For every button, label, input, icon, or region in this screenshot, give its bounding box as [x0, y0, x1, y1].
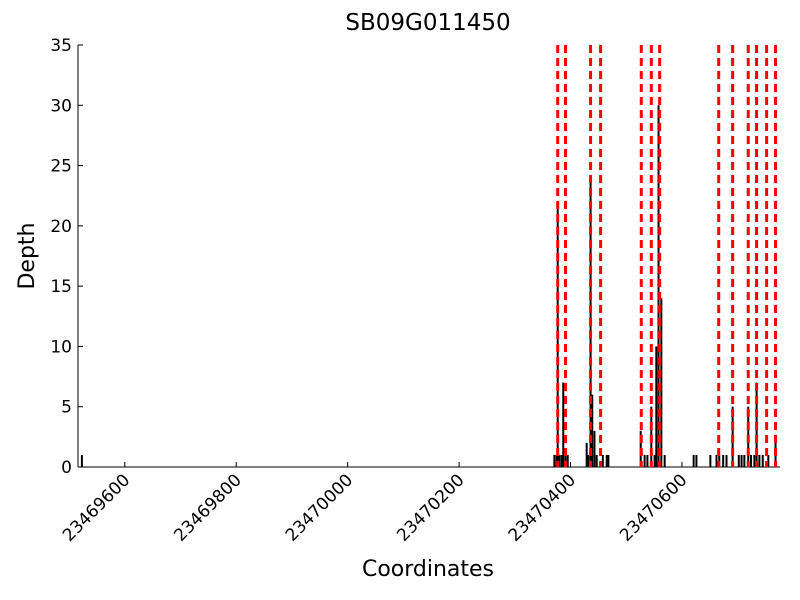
- y-tick-label: 30: [50, 96, 72, 116]
- x-tick-label: 23470600: [616, 470, 691, 545]
- chart-title: SB09G011450: [345, 10, 510, 36]
- x-tick-label: 23469800: [170, 470, 245, 545]
- y-tick-label: 0: [61, 458, 72, 478]
- x-tick-label: 23470200: [393, 470, 468, 545]
- y-tick-label: 10: [50, 337, 72, 357]
- y-tick-label: 5: [61, 398, 72, 418]
- x-tick-label: 23470000: [282, 470, 357, 545]
- y-tick-label: 20: [50, 217, 72, 237]
- x-tick-label: 23470400: [505, 470, 580, 545]
- y-tick-label: 35: [50, 36, 72, 56]
- x-tick-label: 23469600: [59, 470, 134, 545]
- y-tick-label: 15: [50, 277, 72, 297]
- y-tick-label: 25: [50, 157, 72, 177]
- y-axis-label: Depth: [15, 222, 40, 289]
- x-axis-label: Coordinates: [362, 557, 494, 582]
